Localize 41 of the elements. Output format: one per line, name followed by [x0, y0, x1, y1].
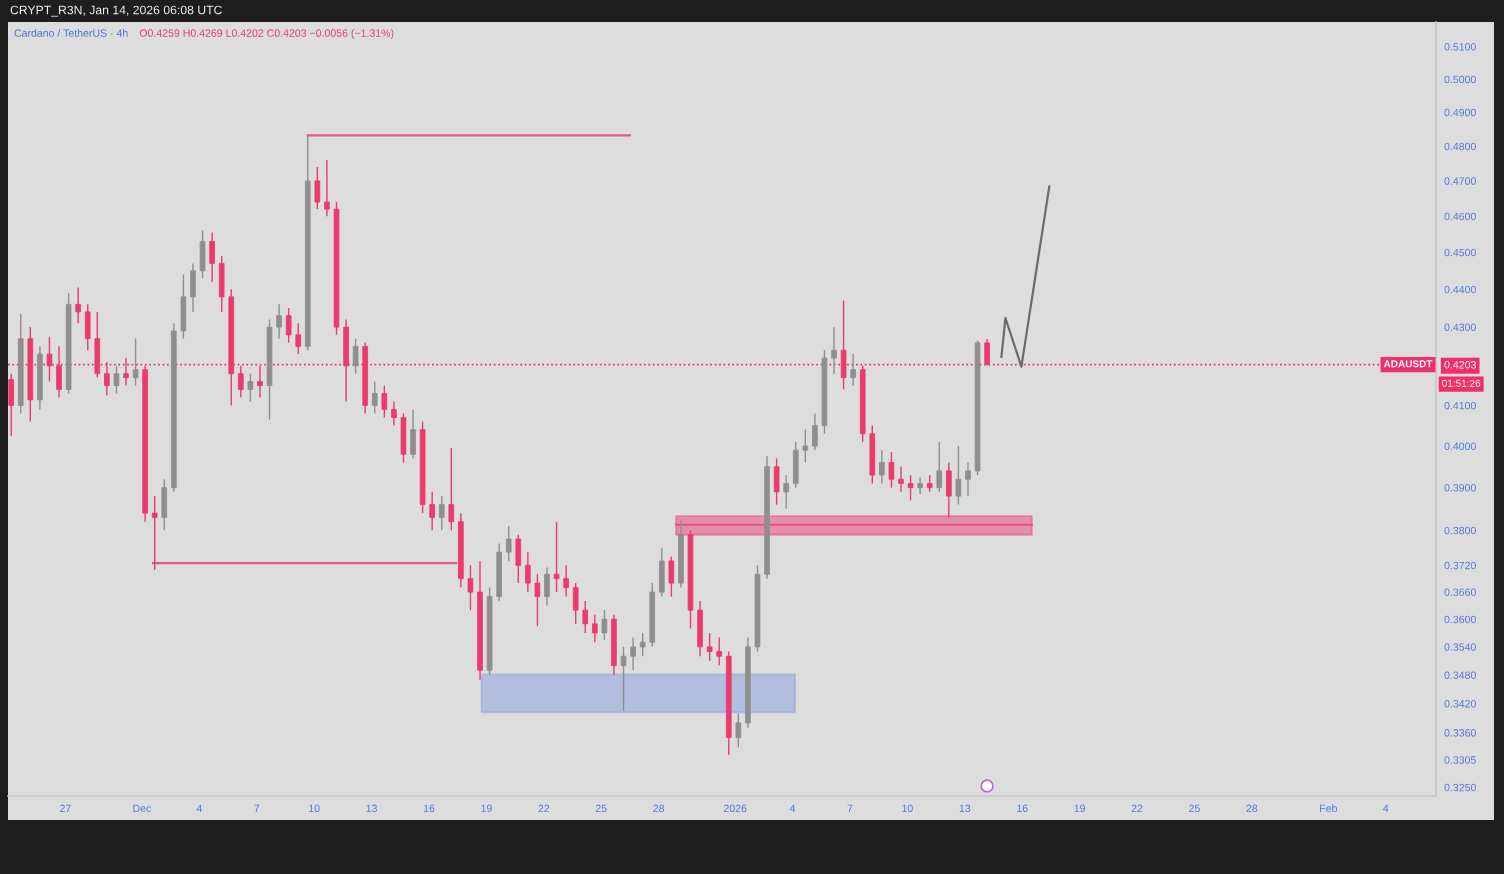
- candlestick: [592, 613, 598, 643]
- candlestick: [381, 384, 388, 419]
- candlestick: [515, 533, 522, 584]
- candlestick: [438, 495, 445, 532]
- candlestick: [352, 337, 359, 375]
- candlestick: [668, 555, 675, 598]
- candlestick: [783, 474, 789, 510]
- candlestick: [8, 372, 14, 437]
- candlestick: [850, 353, 856, 387]
- candlestick: [161, 478, 168, 532]
- candlestick: [238, 365, 244, 399]
- candlestick: [946, 461, 952, 519]
- candlestick: [132, 337, 139, 387]
- candlestick: [773, 457, 780, 506]
- candlestick: [544, 566, 550, 607]
- candlestick: [888, 451, 895, 489]
- candlestick: [199, 229, 206, 279]
- candlestick: [898, 466, 904, 493]
- candlestick: [831, 326, 837, 375]
- candlestick: [75, 286, 81, 325]
- candlestick: [936, 441, 943, 493]
- line-series: [1000, 185, 1051, 368]
- candlestick: [410, 408, 416, 460]
- candlestick: [314, 166, 321, 210]
- candlestick: [505, 525, 512, 562]
- candlestick: [209, 231, 215, 283]
- candlestick: [448, 447, 455, 532]
- candlestick: [151, 495, 158, 571]
- candlestick: [611, 613, 617, 676]
- candlestick: [735, 712, 742, 749]
- candlestick: [917, 476, 923, 495]
- candlestick: [955, 445, 962, 506]
- candlestick: [879, 449, 885, 485]
- candlestick: [371, 380, 378, 415]
- candlestick: [907, 474, 914, 502]
- candlestick: [190, 262, 196, 313]
- candlestick: [247, 372, 254, 403]
- candlestick: [37, 345, 43, 411]
- candlestick: [113, 365, 120, 395]
- candlestick: [658, 547, 665, 598]
- candlestick: [601, 609, 608, 641]
